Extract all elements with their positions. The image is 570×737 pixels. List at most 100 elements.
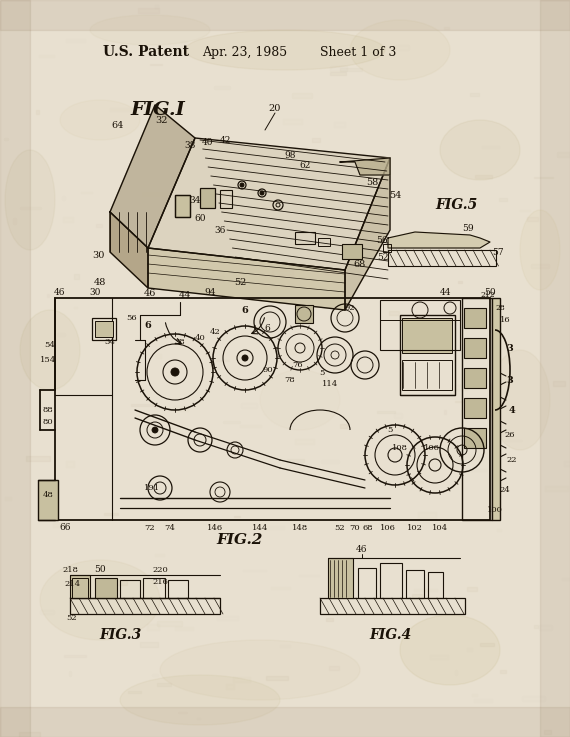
Bar	[248, 660, 253, 663]
Bar	[40, 610, 54, 615]
Text: 38: 38	[174, 338, 185, 346]
Bar	[475, 175, 492, 178]
Bar	[445, 27, 449, 29]
Ellipse shape	[120, 675, 280, 725]
Bar	[522, 696, 545, 702]
Bar	[140, 642, 158, 648]
Bar	[307, 397, 321, 399]
Bar	[356, 622, 381, 624]
Text: 54: 54	[44, 341, 55, 349]
Text: 34: 34	[189, 195, 201, 204]
Text: 30: 30	[89, 287, 101, 296]
Bar	[268, 4, 293, 5]
Text: 36: 36	[214, 226, 226, 234]
Bar	[402, 360, 452, 390]
Bar	[312, 138, 320, 142]
Bar	[26, 455, 50, 461]
Ellipse shape	[260, 370, 340, 430]
Bar	[254, 484, 268, 487]
Bar	[207, 649, 219, 652]
Polygon shape	[345, 158, 390, 310]
Bar	[66, 461, 74, 467]
Text: 3: 3	[507, 375, 514, 385]
Bar	[267, 430, 274, 432]
Bar	[430, 655, 448, 660]
Text: 5: 5	[319, 369, 325, 377]
Bar	[458, 281, 462, 283]
Ellipse shape	[520, 210, 560, 290]
Text: 146: 146	[207, 524, 223, 532]
Bar	[104, 513, 118, 515]
Text: 220: 220	[152, 566, 168, 574]
Ellipse shape	[20, 310, 80, 390]
Text: 5: 5	[387, 426, 393, 434]
Bar	[155, 4, 158, 8]
Bar	[295, 305, 313, 323]
Bar	[197, 718, 200, 719]
Text: 154: 154	[40, 356, 56, 364]
Text: 94: 94	[204, 287, 216, 296]
Bar	[500, 670, 506, 674]
Bar	[534, 626, 538, 627]
Bar	[464, 398, 486, 418]
Bar	[212, 196, 223, 197]
Bar	[43, 575, 56, 579]
Bar	[92, 318, 116, 340]
Text: FIG.5: FIG.5	[435, 198, 477, 212]
Bar	[234, 516, 241, 517]
Text: 59: 59	[462, 223, 474, 232]
Bar	[223, 421, 240, 423]
Bar	[13, 218, 15, 224]
Bar	[321, 460, 339, 463]
Text: FIG.4: FIG.4	[369, 628, 411, 642]
Bar	[126, 406, 140, 409]
Text: 46: 46	[356, 545, 368, 554]
Bar	[562, 578, 570, 580]
Bar	[402, 318, 452, 353]
Bar	[230, 248, 243, 251]
Bar	[482, 146, 499, 148]
Circle shape	[242, 355, 248, 361]
Bar	[330, 72, 346, 74]
Bar	[156, 354, 161, 357]
Bar	[501, 736, 507, 737]
Text: 72: 72	[145, 524, 155, 532]
Text: 40: 40	[201, 138, 213, 147]
Bar	[409, 448, 413, 452]
Ellipse shape	[40, 560, 160, 640]
Text: 28: 28	[495, 304, 505, 312]
Bar	[268, 715, 278, 719]
Bar	[149, 554, 173, 559]
Text: 52: 52	[234, 278, 246, 287]
Bar	[36, 110, 39, 113]
Bar	[481, 643, 494, 646]
Bar	[342, 244, 362, 259]
Text: 106: 106	[380, 524, 396, 532]
Bar	[248, 318, 254, 322]
Circle shape	[171, 368, 179, 376]
Bar	[157, 621, 182, 626]
Text: 80: 80	[43, 418, 54, 426]
Bar	[342, 576, 350, 581]
Text: 30: 30	[92, 251, 104, 259]
Bar	[380, 300, 460, 350]
Bar	[400, 315, 455, 395]
Bar	[72, 578, 88, 598]
Text: 22: 22	[507, 456, 517, 464]
Bar	[458, 159, 479, 164]
Bar	[455, 671, 457, 676]
Bar	[557, 153, 570, 158]
Bar	[325, 272, 337, 274]
Bar	[322, 224, 335, 226]
Bar	[128, 691, 141, 694]
Text: 92: 92	[345, 304, 355, 312]
Text: 48: 48	[43, 491, 54, 499]
Text: 20: 20	[269, 103, 281, 113]
Bar	[520, 210, 530, 211]
Bar	[329, 666, 339, 670]
Bar	[264, 547, 277, 548]
Bar	[444, 410, 446, 414]
Bar	[330, 66, 347, 71]
Text: 114: 114	[322, 380, 338, 388]
Text: 100: 100	[487, 506, 503, 514]
